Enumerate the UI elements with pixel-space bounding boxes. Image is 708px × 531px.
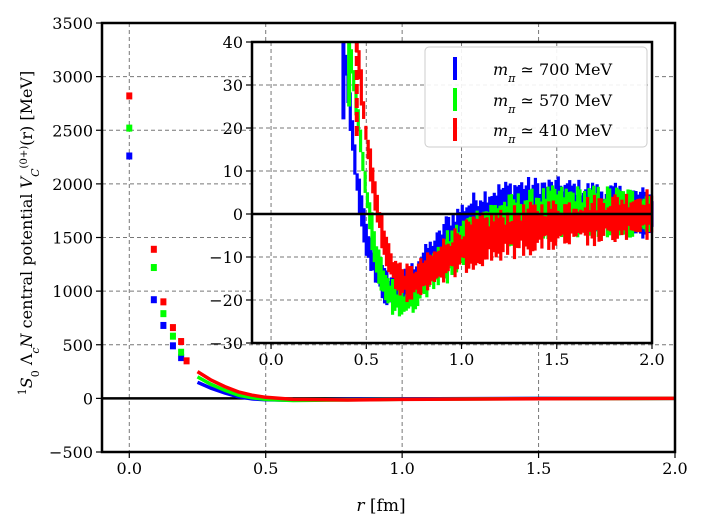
main-point <box>160 310 167 318</box>
inset-xtick-label: 0.5 <box>354 350 379 369</box>
svg-text:mπ ≃ 700 MeV: mπ ≃ 700 MeV <box>493 60 612 85</box>
main-point <box>126 152 133 160</box>
y-axis-label: 1S0 ΛcN central potential VC(0+)(r) [MeV… <box>16 71 42 395</box>
main-xtick-label: 2.0 <box>662 459 687 478</box>
ylabel-lambda-sub: c <box>29 347 42 353</box>
main-xtick-label: 0.5 <box>253 459 278 478</box>
main-point <box>178 348 185 356</box>
main-point <box>126 92 133 100</box>
main-ytick-label: 1500 <box>52 229 93 248</box>
inset-y-ticks: −30 −20 −10 0 10 20 30 40 <box>209 33 252 353</box>
legend-label-410-rest: ≃ 410 MeV <box>515 121 612 140</box>
main-axes-frame <box>100 21 677 454</box>
legend-box <box>424 46 648 148</box>
legend-entry-410: mπ ≃ 410 MeV <box>453 118 612 146</box>
inset-xtick-label: 1.5 <box>544 350 569 369</box>
main-ytick-label: 3500 <box>52 14 93 33</box>
main-ytick-label: 3000 <box>52 68 93 87</box>
legend-label-570-sub: π <box>507 103 516 116</box>
legend-label-410-sub: π <box>507 133 516 146</box>
ylabel-spin-sup: 1 <box>16 388 29 395</box>
main-ytick-label: 2000 <box>52 175 93 194</box>
inset-xtick-label: 0.0 <box>258 350 283 369</box>
ylabel-v-sub: C <box>29 168 42 177</box>
main-tail-curves <box>196 370 676 403</box>
main-point <box>150 296 157 304</box>
legend-label-700-sub: π <box>507 72 516 85</box>
legend-entry-570: mπ ≃ 570 MeV <box>453 88 612 116</box>
inset-ytick-label: 0 <box>233 205 243 224</box>
main-point <box>160 298 167 306</box>
main-xtick-label: 1.5 <box>526 459 551 478</box>
main-y-ticks: −500 0 500 1000 1500 2000 2500 3000 3500 <box>49 14 102 462</box>
inset-ytick-label: −20 <box>209 291 243 310</box>
main-x-ticks: 0.0 0.5 1.0 1.5 2.0 <box>117 452 688 478</box>
legend: mπ ≃ 700 MeV mπ ≃ 570 MeV mπ ≃ 410 MeV <box>424 46 648 148</box>
main-tail-2 <box>196 370 676 402</box>
main-point <box>183 357 190 365</box>
ylabel-middle: central potential <box>17 188 36 333</box>
main-ytick-label: 500 <box>62 336 93 355</box>
legend-label-700-m: m <box>493 60 508 79</box>
inset-ytick-label: 40 <box>223 33 243 52</box>
main-point <box>169 342 176 350</box>
inset-ytick-label: 20 <box>223 119 243 138</box>
ylabel-spin: S <box>17 377 36 388</box>
main-xtick-label: 1.0 <box>389 459 414 478</box>
main-xtick-label: 0.0 <box>117 459 142 478</box>
ylabel-lambda: Λ <box>17 353 36 366</box>
main-point <box>160 321 167 329</box>
main-point <box>178 354 185 362</box>
inset-series-2 <box>354 42 654 303</box>
ylabel-v: V <box>17 175 36 188</box>
main-ytick-label: 1000 <box>52 282 93 301</box>
ylabel-v-sup: (0+) <box>19 146 30 169</box>
svg-text:mπ ≃ 410 MeV: mπ ≃ 410 MeV <box>493 121 612 146</box>
inset-xtick-label: 2.0 <box>639 350 664 369</box>
svg-text:mπ ≃ 570 MeV: mπ ≃ 570 MeV <box>493 91 612 116</box>
legend-label-570-m: m <box>493 91 508 110</box>
legend-label-570-rest: ≃ 570 MeV <box>515 91 612 110</box>
inset-ytick-label: −30 <box>209 334 243 353</box>
x-axis-label: r [fm] <box>356 496 405 516</box>
inset-ytick-label: −10 <box>209 248 243 267</box>
main-point <box>169 324 176 332</box>
ylabel-n: N <box>17 332 36 348</box>
inset-ytick-label: 10 <box>223 162 243 181</box>
main-ytick-label: 0 <box>83 389 93 408</box>
inset-axes-frame <box>250 40 654 345</box>
main-point <box>169 332 176 340</box>
legend-label-410-m: m <box>493 121 508 140</box>
main-data-points <box>126 92 190 365</box>
inset-ytick-label: 30 <box>223 76 243 95</box>
main-point <box>150 264 157 272</box>
main-point <box>178 338 185 346</box>
inset-xtick-label: 1.0 <box>449 350 474 369</box>
ylabel-arg: (r) <box>17 126 36 146</box>
legend-entry-700: mπ ≃ 700 MeV <box>453 57 612 85</box>
main-ytick-label: −500 <box>49 443 93 462</box>
ylabel-spin-sub: 0 <box>29 370 42 377</box>
main-point <box>150 245 157 253</box>
main-point <box>126 124 133 132</box>
ylabel-unit: [MeV] <box>17 71 36 126</box>
main-ytick-label: 2500 <box>52 121 93 140</box>
inset-series <box>341 42 654 317</box>
legend-label-700-rest: ≃ 700 MeV <box>515 60 612 79</box>
